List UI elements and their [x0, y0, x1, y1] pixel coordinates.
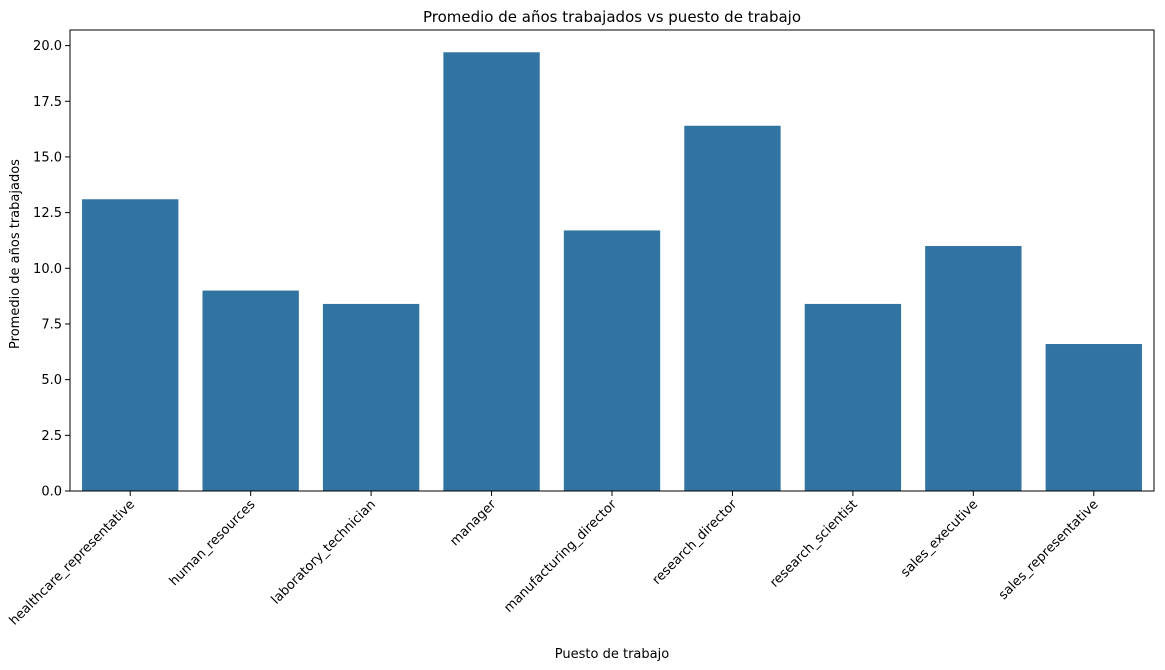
- bar-manufacturing_director: [563, 230, 661, 491]
- y-tick-label: 0.0: [41, 485, 62, 500]
- y-tick-label: 7.5: [41, 317, 62, 332]
- bar-human_resources: [202, 290, 299, 491]
- y-axis-label: Promedio de años trabajados: [8, 159, 23, 349]
- bar-research_director: [684, 125, 781, 491]
- y-tick-label: 20.0: [33, 39, 62, 54]
- y-tick-label: 10.0: [33, 262, 62, 277]
- bar-sales_representative: [1045, 344, 1142, 491]
- y-tick-label: 2.5: [41, 429, 62, 444]
- bar-sales_executive: [925, 246, 1022, 491]
- bar-research_scientist: [804, 303, 902, 491]
- y-tick-label: 12.5: [33, 206, 62, 221]
- plot-area: [82, 52, 1142, 492]
- bar-laboratory_technician: [322, 303, 420, 491]
- y-axis-ticks: 0.0 2.5 5.0 7.5 10.0 12.5 15.0 17.5 20.0: [33, 39, 70, 500]
- plot-frame: [69, 29, 1155, 492]
- y-tick-label: 17.5: [33, 95, 62, 110]
- x-axis-label: Puesto de trabajo: [555, 647, 669, 662]
- bar-healthcare_representative: [82, 199, 179, 491]
- chart-title: Promedio de años trabajados vs puesto de…: [423, 8, 801, 26]
- y-tick-label: 5.0: [41, 373, 62, 388]
- y-tick-label: 15.0: [33, 150, 62, 165]
- bar-manager: [443, 52, 540, 492]
